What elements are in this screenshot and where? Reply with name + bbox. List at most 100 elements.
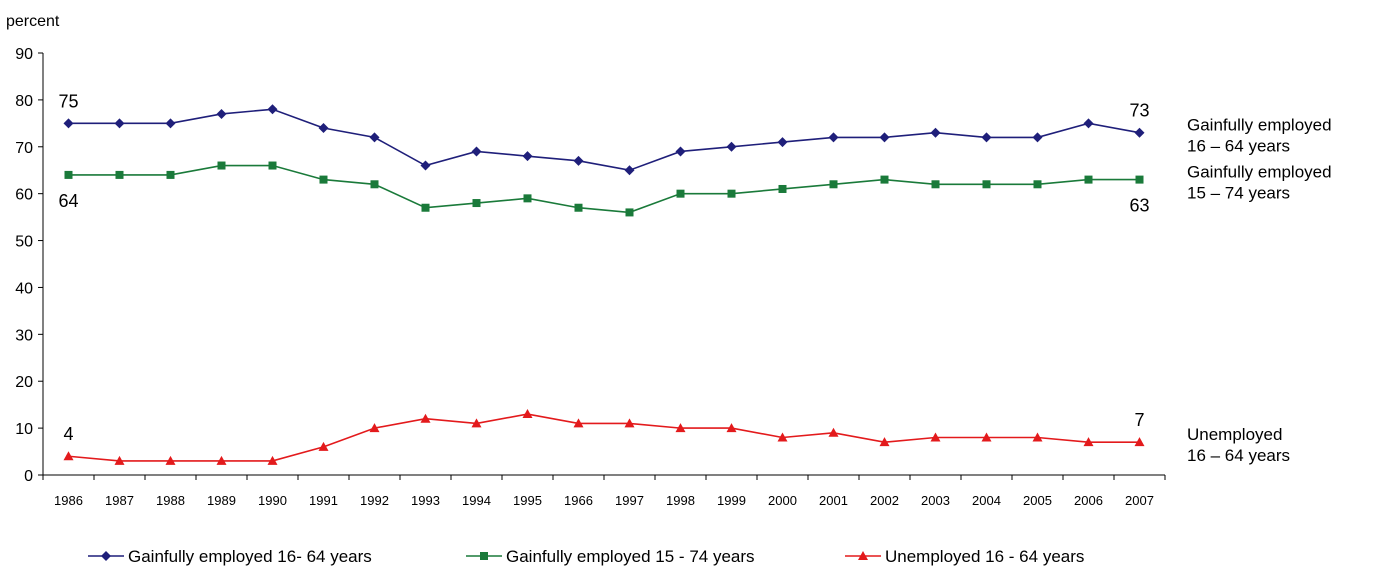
y-tick-label: 30 bbox=[15, 327, 33, 344]
x-tick-label: 2004 bbox=[972, 493, 1001, 508]
data-point bbox=[165, 455, 176, 465]
data-point bbox=[625, 208, 634, 217]
data-point bbox=[726, 141, 737, 152]
side-label: Unemployed bbox=[1187, 425, 1282, 444]
data-point bbox=[930, 432, 941, 442]
data-point bbox=[101, 551, 111, 561]
data-point bbox=[217, 161, 226, 170]
data-point bbox=[931, 180, 940, 189]
data-point bbox=[879, 437, 890, 447]
data-point bbox=[1033, 180, 1042, 189]
side-label: Gainfully employed bbox=[1187, 116, 1332, 135]
x-tick-label: 1991 bbox=[309, 493, 338, 508]
y-tick-label: 10 bbox=[15, 421, 33, 438]
data-point bbox=[64, 170, 73, 179]
y-tick-label: 90 bbox=[15, 46, 33, 63]
data-label: 64 bbox=[58, 191, 78, 211]
x-tick-label: 1994 bbox=[462, 493, 491, 508]
data-point bbox=[267, 455, 278, 465]
x-tick-label: 1998 bbox=[666, 493, 695, 508]
legend-item: Gainfully employed 15 - 74 years bbox=[466, 547, 755, 566]
side-labels: Gainfully employed 16 – 64 years Gainfully… bbox=[1187, 116, 1332, 465]
data-point bbox=[1135, 175, 1144, 184]
side-label: 15 – 74 years bbox=[1187, 184, 1290, 203]
side-label: 16 – 64 years bbox=[1187, 137, 1290, 156]
x-tick-label: 2001 bbox=[819, 493, 848, 508]
legend-label: Gainfully employed 15 - 74 years bbox=[506, 547, 755, 566]
axes: 0 10 20 30 40 50 60 70 80 90 1986 1987 1988 1989 1990 1… bbox=[15, 46, 1166, 508]
x-tick-label: 1993 bbox=[411, 493, 440, 508]
y-tick-label: 60 bbox=[15, 187, 33, 204]
data-point bbox=[624, 165, 635, 176]
data-point bbox=[982, 180, 991, 189]
data-point bbox=[930, 127, 941, 138]
data-point bbox=[1032, 432, 1043, 442]
data-point bbox=[421, 203, 430, 212]
data-point bbox=[420, 160, 431, 171]
legend-item: Gainfully employed 16- 64 years bbox=[88, 547, 372, 566]
y-tick-label: 50 bbox=[15, 234, 33, 251]
series-2 bbox=[64, 161, 1144, 217]
data-point bbox=[1084, 175, 1093, 184]
y-tick-label: 70 bbox=[15, 140, 33, 157]
x-tick-label: 2005 bbox=[1023, 493, 1052, 508]
data-point bbox=[981, 432, 992, 442]
data-point bbox=[778, 184, 787, 193]
data-point bbox=[369, 423, 380, 433]
data-point bbox=[573, 155, 584, 166]
side-label: 16 – 64 years bbox=[1187, 446, 1290, 465]
data-label: 63 bbox=[1129, 196, 1149, 216]
data-point bbox=[216, 108, 227, 119]
y-tick-label: 20 bbox=[15, 374, 33, 391]
data-point bbox=[472, 199, 481, 208]
data-label: 73 bbox=[1129, 101, 1149, 121]
x-tick-label: 2000 bbox=[768, 493, 797, 508]
data-point bbox=[828, 427, 839, 437]
data-point bbox=[522, 409, 533, 419]
data-point bbox=[726, 423, 737, 433]
data-point bbox=[114, 118, 125, 129]
y-tick-label: 40 bbox=[15, 280, 33, 297]
x-tick-label: 1987 bbox=[105, 493, 134, 508]
legend: Gainfully employed 16- 64 years Gainfully… bbox=[88, 547, 1084, 566]
data-point bbox=[1134, 127, 1145, 138]
y-tick-label: 0 bbox=[24, 468, 33, 485]
data-label: 7 bbox=[1134, 410, 1144, 430]
x-tick-label: 1988 bbox=[156, 493, 185, 508]
data-point bbox=[675, 146, 686, 157]
data-point bbox=[267, 104, 278, 115]
data-point bbox=[981, 132, 992, 143]
data-point bbox=[471, 146, 482, 157]
data-point bbox=[165, 118, 176, 129]
data-point bbox=[471, 418, 482, 428]
y-tick-label: 80 bbox=[15, 93, 33, 110]
data-point bbox=[828, 132, 839, 143]
legend-item: Unemployed 16 - 64 years bbox=[845, 547, 1084, 566]
x-tick-label: 1966 bbox=[564, 493, 593, 508]
data-point bbox=[676, 189, 685, 198]
series-line bbox=[68, 413, 1140, 462]
data-point bbox=[727, 189, 736, 198]
series-3 bbox=[63, 409, 1145, 465]
data-label: 4 bbox=[63, 424, 73, 444]
data-point bbox=[523, 194, 532, 203]
annotations: 75 64 4 73 63 7 bbox=[58, 91, 1149, 444]
data-point bbox=[319, 175, 328, 184]
x-tick-label: 1989 bbox=[207, 493, 236, 508]
data-point bbox=[574, 203, 583, 212]
data-point bbox=[880, 175, 889, 184]
series-line bbox=[68, 164, 1140, 214]
data-point bbox=[114, 455, 125, 465]
data-point bbox=[777, 137, 788, 148]
x-tick-label: 1992 bbox=[360, 493, 389, 508]
y-axis-label: percent bbox=[6, 13, 60, 30]
data-point bbox=[370, 180, 379, 189]
data-point bbox=[624, 418, 635, 428]
data-point bbox=[480, 552, 488, 560]
data-point bbox=[1083, 118, 1094, 129]
data-point bbox=[1032, 132, 1043, 143]
data-point bbox=[166, 170, 175, 179]
x-tick-label: 1999 bbox=[717, 493, 746, 508]
